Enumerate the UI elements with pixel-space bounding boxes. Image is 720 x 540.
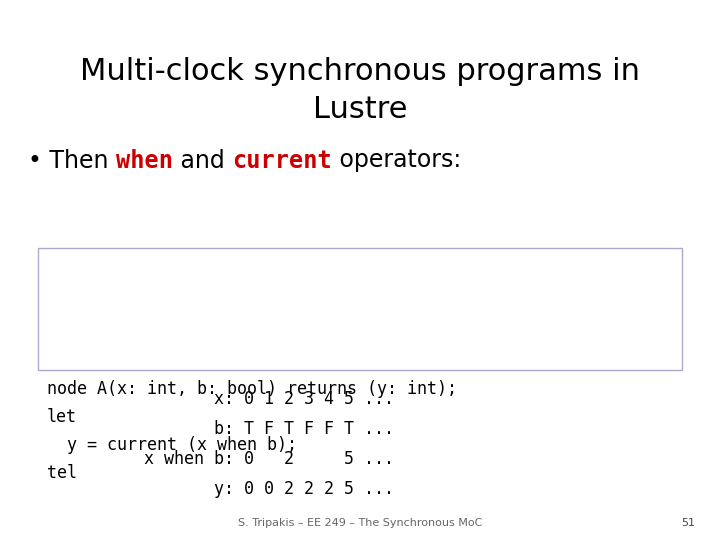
Text: let: let (47, 408, 76, 426)
Text: y: 0 0 2 2 2 5 ...: y: 0 0 2 2 2 5 ... (144, 480, 394, 498)
Text: current: current (233, 148, 332, 172)
Text: x: 0 1 2 3 4 5 ...: x: 0 1 2 3 4 5 ... (144, 390, 394, 408)
Text: Lustre: Lustre (312, 94, 408, 124)
Text: y = current (x when b);: y = current (x when b); (47, 436, 297, 454)
Text: Multi-clock synchronous programs in: Multi-clock synchronous programs in (80, 57, 640, 86)
Text: • Then: • Then (28, 148, 116, 172)
Text: node A(x: int, b: bool) returns (y: int);: node A(x: int, b: bool) returns (y: int)… (47, 380, 456, 398)
Text: x when b: 0   2     5 ...: x when b: 0 2 5 ... (144, 450, 394, 468)
Text: S. Tripakis – EE 249 – The Synchronous MoC: S. Tripakis – EE 249 – The Synchronous M… (238, 518, 482, 528)
Text: when: when (116, 148, 173, 172)
Text: b: T F T F F T ...: b: T F T F F T ... (144, 420, 394, 438)
Text: and: and (173, 148, 233, 172)
Text: tel: tel (47, 464, 76, 482)
Text: 51: 51 (681, 518, 695, 528)
Text: operators:: operators: (332, 148, 462, 172)
